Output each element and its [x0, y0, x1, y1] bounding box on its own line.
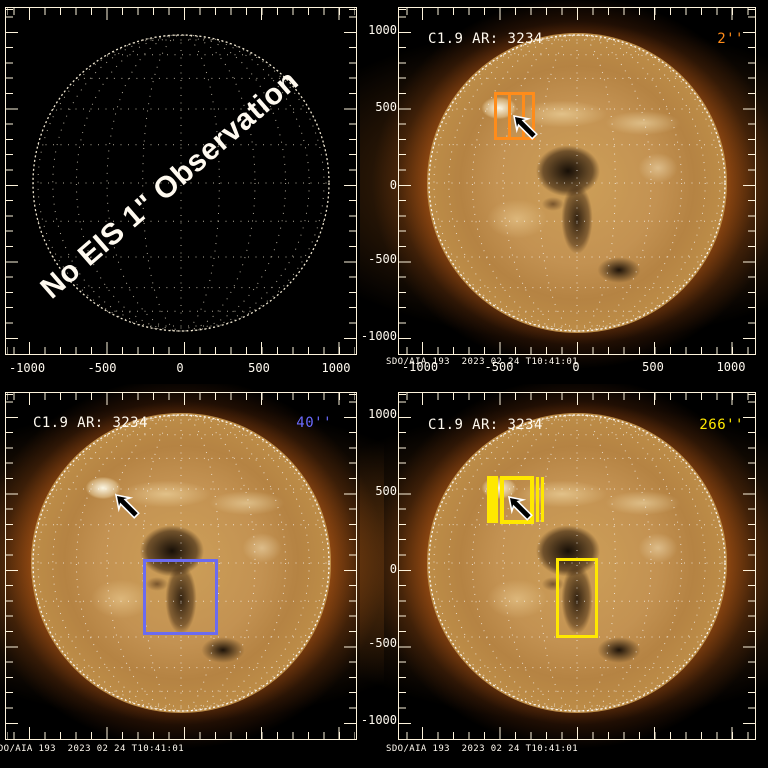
raster-slit-line [536, 477, 539, 522]
axis-ticks [399, 394, 411, 738]
plot-frame [5, 392, 357, 740]
axis-ticks [344, 394, 356, 738]
axis-ticks [344, 9, 356, 353]
axis-ticks [743, 9, 755, 353]
fov-box-266arcsec-context [556, 558, 598, 638]
axis-ticks [7, 393, 355, 405]
y-tick-label: -500 [368, 252, 397, 266]
flare-ar-label: C1.9 AR: 3234 [428, 31, 543, 47]
axis-ticks [7, 8, 355, 20]
timestamp-caption: SDO/AIA 193 2023 02 24 T10:41:01 [386, 357, 579, 367]
axis-ticks [400, 727, 754, 739]
timestamp-caption: SDO/AIA 193 2023 02 24 T10:41:01 [0, 744, 185, 754]
axis-ticks [6, 9, 18, 353]
y-tick-label: 500 [375, 100, 397, 114]
y-tick-label: 0 [389, 562, 397, 576]
x-tick-label: 500 [642, 360, 664, 374]
y-tick-label: 0 [389, 178, 397, 192]
flare-ar-label: C1.9 AR: 3234 [428, 417, 543, 433]
axis-ticks [743, 394, 755, 738]
axis-ticks [400, 393, 754, 405]
y-tick-label: 1000 [368, 23, 397, 37]
axis-ticks [400, 8, 754, 20]
x-tick-label: -500 [484, 360, 514, 374]
timestamp-caption: SDO/AIA 193 2023 02 24 T10:41:01 [386, 744, 579, 754]
y-tick-label: 1000 [368, 407, 397, 421]
x-tick-label: 500 [248, 361, 270, 375]
x-tick-label: 0 [176, 361, 184, 375]
y-tick-label: 500 [375, 484, 397, 498]
axis-ticks [7, 342, 355, 354]
raster-slit-line [522, 95, 525, 137]
x-tick-label: -500 [87, 361, 117, 375]
x-tick-label: -1000 [401, 360, 439, 374]
raster-slit-line [541, 477, 544, 522]
panel-no-observation: No EIS 1" Observation -1000 -500 0 500 1… [0, 0, 384, 384]
fov-box-266arcsec-raster [487, 476, 498, 523]
panel-fov-40arcsec: C1.9 AR: 3234 40'' SDO/AIA 193 2023 02 2… [0, 384, 384, 768]
y-tick-label: -1000 [360, 713, 397, 727]
x-tick-label: 0 [572, 360, 580, 374]
panel-fov-2arcsec: C1.9 AR: 3234 2'' SDO/AIA 193 2023 02 24… [360, 0, 768, 384]
axis-ticks [6, 394, 18, 738]
y-tick-label: -500 [368, 636, 397, 650]
y-tick-label: -1000 [360, 329, 397, 343]
x-tick-label: -1000 [8, 361, 46, 375]
plot-frame [5, 7, 357, 355]
plot-frame [398, 392, 756, 740]
axis-ticks [400, 342, 754, 354]
axis-ticks [399, 9, 411, 353]
resolution-label: 2'' [717, 31, 744, 47]
axis-ticks [7, 727, 355, 739]
panel-fov-266arcsec: C1.9 AR: 3234 266'' SDO/AIA 193 2023 02 … [360, 384, 768, 768]
x-tick-label: 1000 [716, 360, 746, 374]
fov-box-266arcsec-raster [500, 476, 534, 524]
fov-box-40arcsec [143, 559, 218, 635]
resolution-label: 40'' [296, 415, 332, 431]
flare-ar-label: C1.9 AR: 3234 [33, 415, 148, 431]
fov-box-2arcsec-raster [494, 92, 535, 140]
x-tick-label: 1000 [321, 361, 351, 375]
resolution-label: 266'' [699, 417, 744, 433]
plot-frame [398, 7, 756, 355]
raster-slit-line [508, 95, 511, 137]
